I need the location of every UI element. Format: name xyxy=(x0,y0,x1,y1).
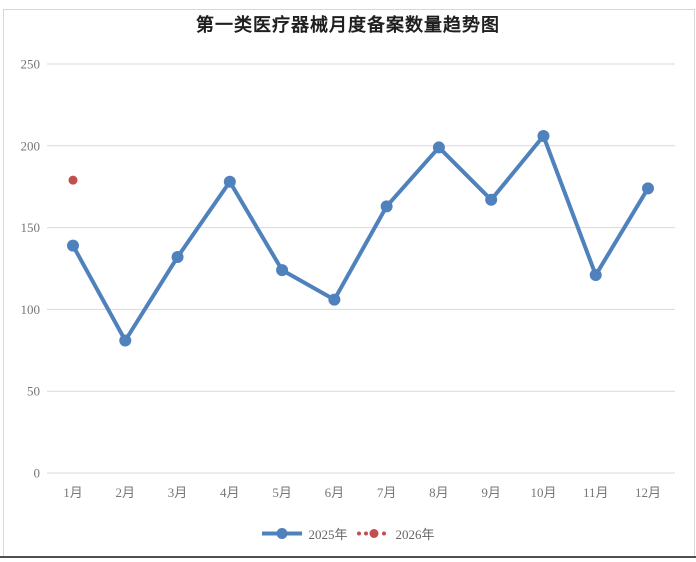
data-point-marker-2025年 xyxy=(223,175,236,188)
data-point-marker-2025年 xyxy=(119,334,132,347)
chart-title: 第一类医疗器械月度备案数量趋势图 xyxy=(196,15,500,35)
x-axis-tick-label: 6月 xyxy=(325,485,345,500)
data-point-marker-2025年 xyxy=(276,264,289,277)
x-axis-tick-label: 11月 xyxy=(583,485,609,500)
x-axis-tick-label: 1月 xyxy=(63,485,83,500)
data-point-marker-2025年 xyxy=(67,239,79,252)
x-axis-tick-label: 3月 xyxy=(168,485,188,500)
data-point-marker-2025年 xyxy=(380,200,393,213)
y-axis-tick-label: 0 xyxy=(34,466,41,481)
y-axis-tick-label: 200 xyxy=(21,138,41,153)
legend-label-2026: 2026年 xyxy=(395,526,435,542)
x-axis-tick-label: 10月 xyxy=(530,485,556,500)
data-point-marker-2025年 xyxy=(432,141,445,154)
y-axis-tick-label: 100 xyxy=(21,302,41,317)
chart-legend: 2025年 2026年 xyxy=(0,523,696,543)
data-point-marker-2026年 xyxy=(68,175,78,185)
chart-frame xyxy=(3,9,695,557)
legend-item-2025: 2025年 xyxy=(261,524,348,543)
legend-item-2026: 2026年 xyxy=(355,524,435,543)
data-point-marker-2025年 xyxy=(171,251,184,264)
legend-marker-2026-dotted-icon xyxy=(356,528,386,538)
x-axis-tick-label: 4月 xyxy=(220,485,240,500)
x-axis-tick-label: 2月 xyxy=(116,485,136,500)
x-axis-tick-label: 5月 xyxy=(272,485,292,500)
x-axis-tick-label: 8月 xyxy=(429,485,449,500)
series-line-2025年 xyxy=(71,133,650,343)
y-axis-tick-label: 250 xyxy=(21,57,41,72)
y-axis-tick-label: 50 xyxy=(27,384,40,399)
data-point-marker-2025年 xyxy=(328,293,341,306)
legend-label-2025: 2025年 xyxy=(308,526,348,542)
x-axis-tick-label: 12月 xyxy=(635,485,661,500)
data-point-marker-2025年 xyxy=(485,193,498,206)
x-axis-tick-label: 9月 xyxy=(481,485,501,500)
y-axis-tick-label: 150 xyxy=(21,220,41,235)
data-point-marker-2025年 xyxy=(642,182,654,195)
data-point-marker-2025年 xyxy=(537,129,550,142)
legend-marker-2025-line-icon xyxy=(262,527,303,539)
data-point-marker-2025年 xyxy=(589,269,602,282)
x-axis-tick-label: 7月 xyxy=(377,485,397,500)
chart-bottom-border xyxy=(0,556,696,558)
